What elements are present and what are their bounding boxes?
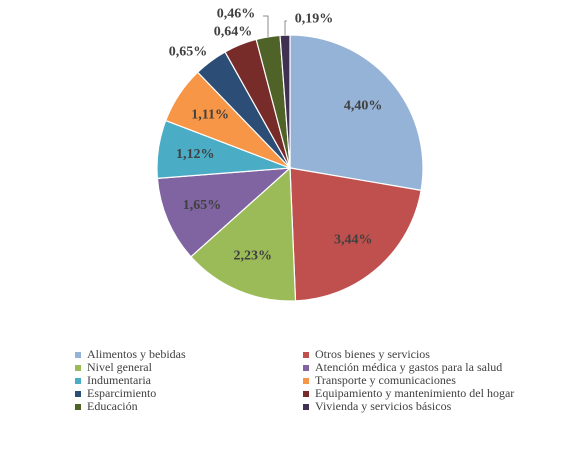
legend-item: Transporte y comunicaciones [303,373,543,387]
legend-swatch [303,364,309,371]
chart-legend: Alimentos y bebidas Otros bienes y servic… [75,347,545,413]
legend-item: Otros bienes y servicios [303,347,543,361]
data-label-5: 1,12% [176,147,215,162]
leader-line-10 [284,20,287,36]
legend-label: Vivienda y servicios básicos [315,399,452,413]
pie-slice-2 [289,167,422,302]
data-label-9: 0,46% [217,7,256,22]
legend-label: Esparcimiento [87,386,157,400]
legend-label: Indumentaria [87,373,151,387]
data-label-10: 0,19% [295,12,334,27]
legend-item: Vivienda y servicios básicos [303,399,543,413]
data-label-7: 0,65% [169,45,208,60]
data-label-2: 3,44% [334,232,373,247]
legend-label: Atención médica y gastos para la salud [315,360,503,374]
pie-slice-3 [190,166,297,302]
legend-label: Otros bienes y servicios [315,347,430,361]
legend-label: Educación [87,399,138,413]
data-label-3: 2,23% [234,249,273,264]
pie-slice-1 [289,34,424,192]
legend-item: Nivel general [75,360,303,374]
legend-swatch [303,390,309,397]
legend-swatch [75,351,81,358]
data-label-1: 4,40% [344,99,383,114]
legend-item: Alimentos y bebidas [75,347,303,361]
pie-slice-4 [156,167,292,258]
legend-item: Atención médica y gastos para la salud [303,360,543,374]
pie-slice-10 [279,34,291,169]
legend-label: Alimentos y bebidas [87,347,186,361]
legend-item: Esparcimiento [75,386,303,400]
data-label-8: 0,64% [214,25,253,40]
legend-swatch [303,403,309,410]
legend-swatch [303,377,309,384]
legend-swatch [303,351,309,358]
legend-swatch [75,364,81,371]
legend-label: Transporte y comunicaciones [315,373,456,387]
legend-swatch [75,390,81,397]
data-label-4: 1,65% [183,198,222,213]
legend-label: Nivel general [87,360,152,374]
leader-line-9 [263,15,269,37]
legend-label: Equipamiento y mantenimiento del hogar [315,386,515,400]
legend-item: Equipamiento y mantenimiento del hogar [303,386,543,400]
data-label-6: 1,11% [191,108,229,123]
legend-item: Indumentaria [75,373,303,387]
legend-swatch [75,403,81,410]
legend-item: Educación [75,399,303,413]
legend-swatch [75,377,81,384]
